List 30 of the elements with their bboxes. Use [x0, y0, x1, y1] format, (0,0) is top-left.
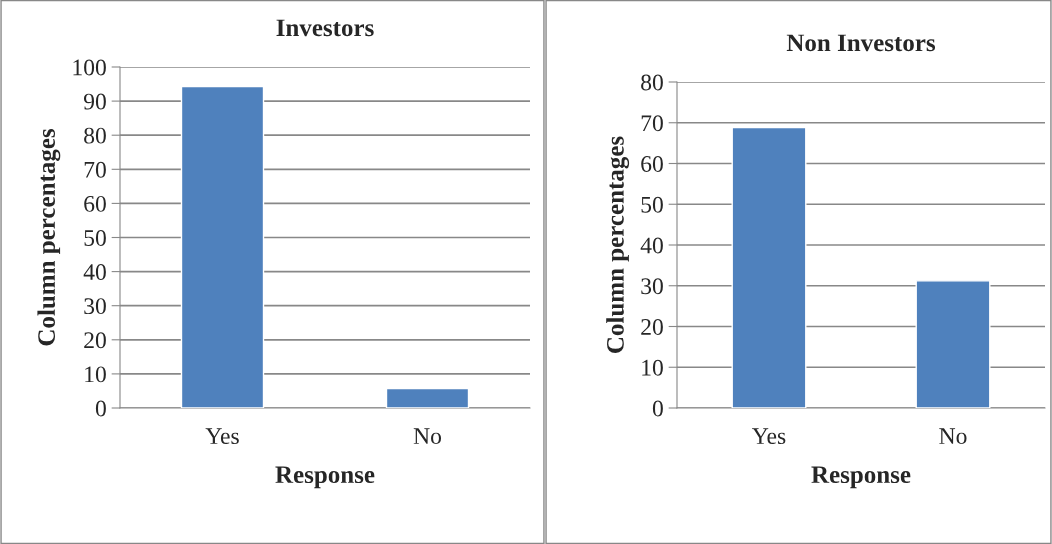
y-tick-label: 60	[641, 155, 663, 172]
y-tick-label: 50	[641, 196, 663, 213]
chart-title: Non Investors	[786, 34, 936, 52]
y-tick-label: 90	[83, 93, 106, 110]
y-tick-label: 0	[652, 400, 663, 417]
x-tick-label: Yes	[752, 428, 786, 445]
y-tick-label: 20	[84, 332, 106, 349]
y-tick-label: 40	[640, 237, 663, 254]
chart-title: Investors	[276, 19, 374, 37]
y-tick-label: 80	[641, 74, 663, 91]
y-tick-label: 10	[85, 366, 106, 383]
y-tick-label: 60	[84, 195, 106, 212]
y-tick-label: 100	[73, 59, 106, 76]
y-tick-label: 50	[84, 229, 106, 246]
y-tick-label: 70	[84, 161, 106, 178]
y-axis-title: Column percentages	[37, 128, 61, 346]
y-tick-label: 20	[641, 318, 663, 335]
y-tick-label: 80	[84, 127, 106, 144]
x-tick-label: Yes	[205, 428, 239, 445]
y-tick-label: 30	[84, 298, 106, 315]
y-tick-label: 30	[641, 278, 663, 295]
y-tick-label: 0	[95, 400, 106, 417]
y-tick-label: 10	[642, 359, 663, 376]
y-tick-label: 70	[641, 115, 663, 132]
x-axis-title: Response	[275, 466, 375, 489]
x-axis-title: Response	[811, 466, 911, 489]
x-tick-label: No	[413, 428, 442, 445]
x-tick-label: No	[939, 428, 967, 445]
y-axis-title: Column percentages	[606, 136, 630, 353]
y-tick-label: 40	[83, 264, 106, 281]
